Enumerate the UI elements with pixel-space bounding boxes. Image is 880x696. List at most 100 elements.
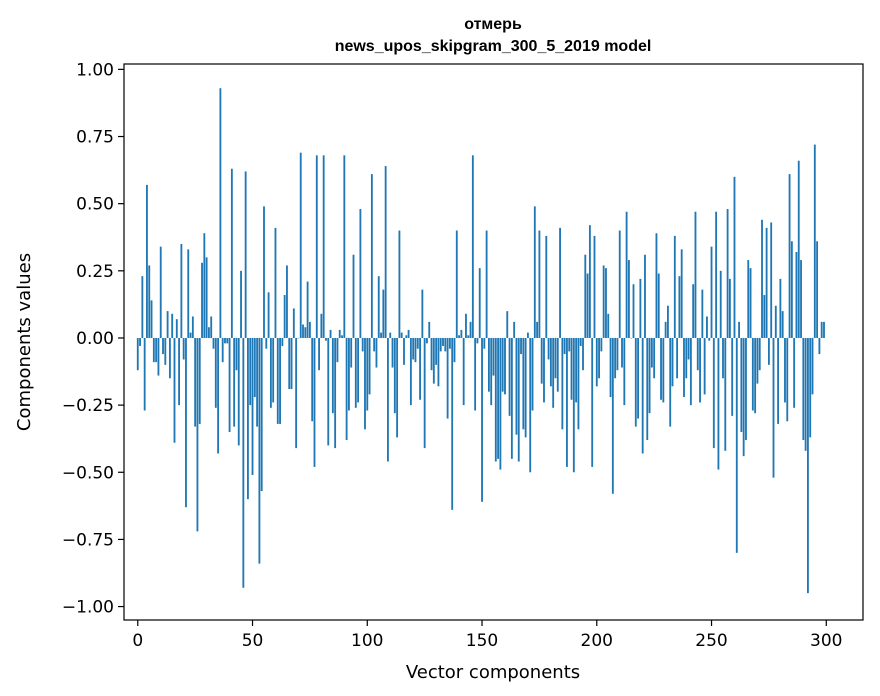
x-tick-label: 50	[242, 631, 264, 651]
bar-component-79	[318, 337, 320, 371]
bar-component-150	[481, 337, 483, 502]
bar-component-121	[414, 337, 417, 363]
y-tick-label: 1.00	[76, 60, 114, 80]
y-tick-label: −0.50	[62, 463, 114, 483]
bar-component-142	[462, 337, 465, 406]
bar-component-216	[632, 284, 635, 338]
bar-component-178	[545, 235, 548, 338]
bar-component-197	[588, 225, 591, 338]
bar-component-273	[763, 295, 766, 338]
y-tick-label: 0.00	[76, 329, 114, 349]
bar-component-259	[731, 337, 734, 416]
bar-component-116	[403, 337, 405, 365]
bar-component-189	[570, 337, 573, 400]
bar-component-117	[405, 335, 408, 338]
bar-component-72	[302, 324, 304, 338]
bar-component-130	[435, 337, 438, 365]
bar-component-133	[442, 337, 444, 347]
bar-component-18	[178, 337, 180, 406]
bar-component-138	[453, 337, 456, 363]
bar-component-289	[800, 260, 802, 338]
bar-component-177	[543, 337, 545, 403]
bar-component-32	[210, 316, 213, 338]
bar-component-131	[437, 337, 440, 387]
bar-component-234	[673, 235, 676, 338]
bar-component-140	[458, 335, 460, 338]
bar-component-253	[717, 337, 720, 470]
bar-component-37	[221, 337, 224, 363]
bar-component-272	[761, 219, 763, 338]
bar-component-80	[320, 313, 323, 338]
bar-component-155	[492, 337, 495, 376]
bar-component-22	[187, 249, 190, 338]
y-tick-label: −0.25	[62, 396, 114, 416]
bar-series	[136, 88, 825, 594]
bar-component-33	[212, 337, 215, 349]
bar-component-89	[341, 335, 343, 338]
bar-component-207	[611, 337, 614, 494]
bar-component-287	[795, 252, 798, 338]
x-tick-label: 300	[810, 631, 842, 651]
bar-component-104	[375, 337, 378, 368]
bar-component-23	[189, 332, 192, 338]
bar-component-21	[185, 337, 187, 508]
bar-component-174	[536, 321, 539, 338]
bar-component-175	[538, 230, 541, 338]
bar-component-163	[510, 337, 513, 459]
bar-component-68	[292, 308, 295, 338]
bar-component-213	[625, 211, 628, 338]
bar-component-249	[708, 337, 711, 341]
bar-component-180	[549, 337, 552, 387]
bar-component-260	[733, 176, 736, 338]
bar-component-57	[267, 292, 270, 338]
bar-component-35	[217, 337, 220, 454]
bar-component-98	[361, 337, 364, 352]
bar-component-4	[146, 184, 148, 338]
bar-component-106	[380, 332, 382, 338]
bar-component-120	[412, 337, 415, 360]
bar-component-112	[393, 337, 396, 414]
bar-component-223	[648, 337, 651, 414]
bar-component-251	[712, 337, 715, 449]
bar-component-94	[352, 254, 355, 338]
bar-component-292	[807, 337, 809, 594]
bar-component-132	[439, 337, 442, 352]
bar-component-75	[308, 321, 311, 338]
bar-component-244	[696, 337, 699, 371]
bar-component-78	[315, 155, 318, 338]
bar-component-156	[494, 337, 497, 462]
bar-component-87	[336, 337, 339, 363]
bar-component-248	[706, 316, 708, 338]
bar-component-76	[311, 337, 314, 422]
bar-component-134	[444, 337, 447, 352]
bar-component-101	[368, 337, 371, 395]
bar-component-149	[478, 268, 481, 338]
bar-component-110	[389, 332, 392, 338]
bar-component-193	[579, 337, 582, 347]
bar-component-293	[809, 337, 812, 438]
bar-component-86	[334, 337, 337, 449]
bar-component-270	[756, 337, 759, 384]
bar-component-63	[281, 337, 284, 347]
bar-component-291	[804, 337, 807, 451]
bar-component-241	[689, 337, 692, 406]
bar-component-1	[139, 337, 141, 347]
bar-component-265	[745, 337, 747, 441]
bar-component-100	[366, 337, 369, 411]
bar-component-64	[283, 295, 286, 338]
bar-component-69	[295, 337, 298, 449]
bar-component-160	[504, 337, 506, 395]
chart-title-line-2: news_upos_skipgram_300_5_2019 model	[335, 38, 652, 55]
bar-component-15	[171, 313, 174, 338]
bar-component-113	[396, 337, 399, 438]
bar-component-161	[506, 311, 509, 338]
plot-frame	[123, 63, 864, 621]
bar-component-10	[159, 246, 162, 338]
bar-component-229	[662, 337, 665, 403]
bar-component-26	[196, 337, 199, 532]
bar-component-250	[710, 246, 713, 338]
bar-component-226	[655, 233, 658, 338]
bar-component-258	[728, 278, 731, 338]
bar-component-8	[155, 337, 158, 363]
bar-component-119	[409, 337, 412, 406]
